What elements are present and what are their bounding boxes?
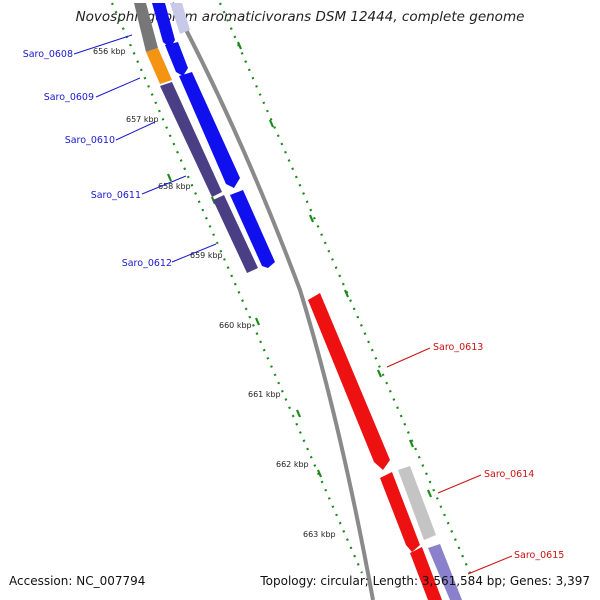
cog-block-0608[interactable] [134, 3, 158, 52]
tick-656: 656 kbp [93, 47, 126, 56]
lavender-block-0615 [428, 544, 462, 600]
cog-block-0610-0611[interactable] [160, 82, 222, 197]
tick-661: 661 kbp [248, 390, 281, 399]
cds-arrow-0613[interactable] [308, 293, 390, 470]
tick-660: 660 kbp [219, 321, 252, 330]
tick-657: 657 kbp [126, 115, 159, 124]
gene-labels: Saro_0608 Saro_0609 Saro_0610 Saro_0611 … [23, 49, 565, 561]
cds-arrow-0612[interactable] [230, 190, 275, 268]
gene-label-0613[interactable]: Saro_0613 [433, 342, 483, 353]
gene-label-0612[interactable]: Saro_0612 [122, 258, 172, 269]
tick-659: 659 kbp [190, 251, 223, 260]
map-title: Novosphingobium aromaticivorans DSM 1244… [75, 9, 525, 25]
cds-arrow-0609[interactable] [165, 42, 188, 76]
cds-arrow-0615[interactable] [410, 547, 442, 600]
gc-track-inner [110, 2, 364, 574]
gene-label-0609[interactable]: Saro_0609 [44, 92, 94, 103]
tick-labels: 656 kbp 657 kbp 658 kbp 659 kbp 660 kbp … [93, 47, 336, 539]
genome-summary-text: Topology: circular; Length: 3,561,584 bp… [260, 574, 590, 588]
cog-block-0612[interactable] [213, 195, 258, 273]
tick-662: 662 kbp [276, 460, 309, 469]
cog-block-0609[interactable] [146, 48, 172, 84]
tick-663: 663 kbp [303, 530, 336, 539]
gene-label-0614[interactable]: Saro_0614 [484, 469, 534, 480]
gene-label-0611[interactable]: Saro_0611 [91, 190, 141, 201]
accession-text: Accession: NC_007794 [9, 574, 146, 588]
cds-arrow-0610[interactable] [179, 72, 240, 188]
gc-track-marks [166, 41, 433, 498]
gene-label-leaders [73, 34, 513, 575]
genome-backbone [170, 2, 375, 600]
pale-block-top [170, 3, 190, 34]
gene-label-0610[interactable]: Saro_0610 [65, 135, 115, 146]
gc-track-outer [218, 2, 472, 574]
gene-label-0615[interactable]: Saro_0615 [514, 550, 564, 561]
gray-block-0614 [398, 466, 436, 540]
cds-arrow-0608[interactable] [152, 3, 175, 48]
cds-arrow-0614[interactable] [380, 472, 420, 552]
gene-label-0608[interactable]: Saro_0608 [23, 49, 73, 60]
tick-658: 658 kbp [158, 182, 191, 191]
